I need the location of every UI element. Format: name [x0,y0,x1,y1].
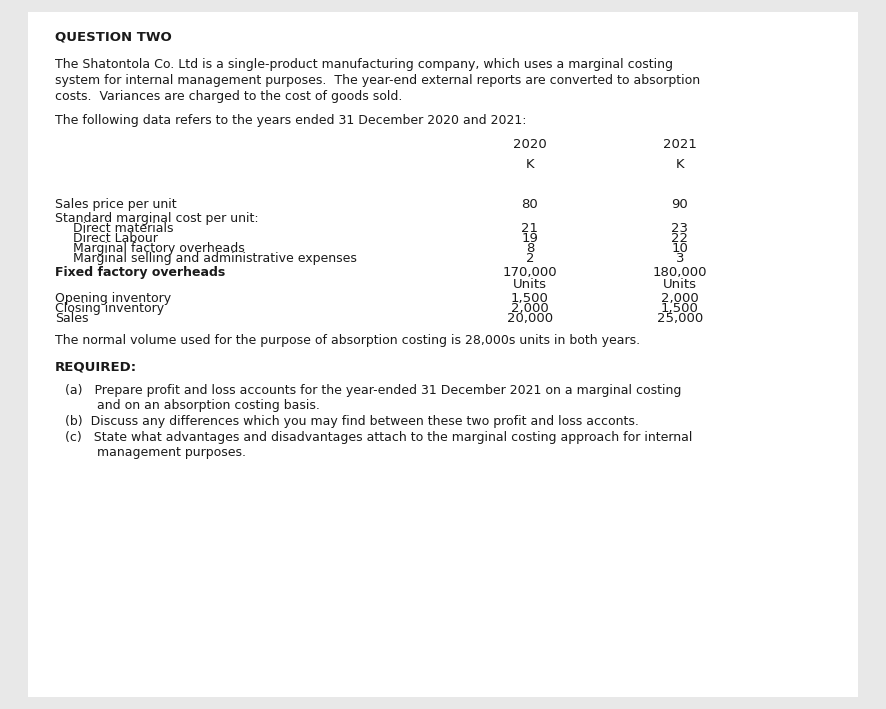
Text: Marginal selling and administrative expenses: Marginal selling and administrative expe… [73,252,357,265]
Text: 23: 23 [672,222,688,235]
Text: (b)  Discuss any differences which you may find between these two profit and los: (b) Discuss any differences which you ma… [65,415,639,428]
Text: Fixed factory overheads: Fixed factory overheads [55,266,225,279]
Text: Opening inventory: Opening inventory [55,292,171,305]
Text: The Shatontola Co. Ltd is a single-product manufacturing company, which uses a m: The Shatontola Co. Ltd is a single-produ… [55,58,673,71]
Text: K: K [525,158,534,171]
Text: 1,500: 1,500 [661,302,699,315]
Text: Closing inventory: Closing inventory [55,302,164,315]
Text: 90: 90 [672,198,688,211]
Text: 80: 80 [522,198,539,211]
Text: K: K [676,158,684,171]
Text: The normal volume used for the purpose of absorption costing is 28,000s units in: The normal volume used for the purpose o… [55,334,640,347]
Text: (c)   State what advantages and disadvantages attach to the marginal costing app: (c) State what advantages and disadvanta… [65,431,692,444]
Text: 10: 10 [672,242,688,255]
Text: Sales price per unit: Sales price per unit [55,198,176,211]
Text: 8: 8 [525,242,534,255]
Text: Units: Units [663,278,697,291]
Text: 3: 3 [676,252,684,265]
Text: REQUIRED:: REQUIRED: [55,360,137,373]
Text: system for internal management purposes.  The year-end external reports are conv: system for internal management purposes.… [55,74,700,87]
Text: 2,000: 2,000 [511,302,548,315]
Text: 2: 2 [525,252,534,265]
Text: 2021: 2021 [663,138,697,151]
Text: QUESTION TWO: QUESTION TWO [55,30,172,43]
Text: 22: 22 [672,232,688,245]
Text: 25,000: 25,000 [657,312,703,325]
Text: 170,000: 170,000 [502,266,557,279]
Text: 21: 21 [522,222,539,235]
Text: The following data refers to the years ended 31 December 2020 and 2021:: The following data refers to the years e… [55,114,526,127]
Text: 180,000: 180,000 [653,266,707,279]
Text: 2020: 2020 [513,138,547,151]
Text: (a)   Prepare profit and loss accounts for the year-ended 31 December 2021 on a : (a) Prepare profit and loss accounts for… [65,384,681,397]
Text: Standard marginal cost per unit:: Standard marginal cost per unit: [55,212,259,225]
Text: Sales: Sales [55,312,89,325]
Text: Direct materials: Direct materials [73,222,174,235]
Text: Units: Units [513,278,547,291]
Text: Marginal factory overheads: Marginal factory overheads [73,242,245,255]
Text: 1,500: 1,500 [511,292,549,305]
Text: 19: 19 [522,232,539,245]
Text: management purposes.: management purposes. [65,446,246,459]
Text: and on an absorption costing basis.: and on an absorption costing basis. [65,399,320,412]
Text: Direct Labour: Direct Labour [73,232,158,245]
Text: costs.  Variances are charged to the cost of goods sold.: costs. Variances are charged to the cost… [55,90,402,103]
Text: 20,000: 20,000 [507,312,553,325]
Text: 2,000: 2,000 [661,292,699,305]
